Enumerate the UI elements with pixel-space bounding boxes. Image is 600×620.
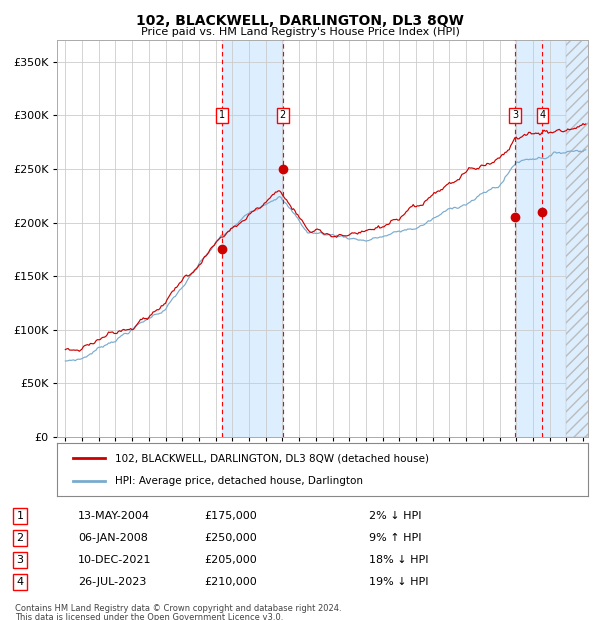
Text: Contains HM Land Registry data © Crown copyright and database right 2024.: Contains HM Land Registry data © Crown c… bbox=[15, 604, 341, 613]
Text: 102, BLACKWELL, DARLINGTON, DL3 8QW: 102, BLACKWELL, DARLINGTON, DL3 8QW bbox=[136, 14, 464, 28]
Text: 102, BLACKWELL, DARLINGTON, DL3 8QW (detached house): 102, BLACKWELL, DARLINGTON, DL3 8QW (det… bbox=[115, 453, 430, 463]
Text: £210,000: £210,000 bbox=[205, 577, 257, 587]
Text: £250,000: £250,000 bbox=[205, 533, 257, 543]
Text: 3: 3 bbox=[17, 555, 23, 565]
Text: 18% ↓ HPI: 18% ↓ HPI bbox=[369, 555, 428, 565]
Text: 26-JUL-2023: 26-JUL-2023 bbox=[78, 577, 146, 587]
Text: 9% ↑ HPI: 9% ↑ HPI bbox=[369, 533, 422, 543]
Text: 3: 3 bbox=[512, 110, 518, 120]
Text: This data is licensed under the Open Government Licence v3.0.: This data is licensed under the Open Gov… bbox=[15, 613, 283, 620]
Text: 4: 4 bbox=[539, 110, 545, 120]
Text: HPI: Average price, detached house, Darlington: HPI: Average price, detached house, Darl… bbox=[115, 476, 364, 486]
Text: 1: 1 bbox=[17, 511, 23, 521]
Text: 19% ↓ HPI: 19% ↓ HPI bbox=[369, 577, 428, 587]
Text: Price paid vs. HM Land Registry's House Price Index (HPI): Price paid vs. HM Land Registry's House … bbox=[140, 27, 460, 37]
Text: 2: 2 bbox=[280, 110, 286, 120]
Text: 2: 2 bbox=[17, 533, 23, 543]
Text: 10-DEC-2021: 10-DEC-2021 bbox=[78, 555, 152, 565]
Bar bbox=[515, 40, 592, 437]
Text: 2% ↓ HPI: 2% ↓ HPI bbox=[369, 511, 422, 521]
Text: 1: 1 bbox=[219, 110, 225, 120]
Bar bbox=[222, 40, 283, 437]
Text: £175,000: £175,000 bbox=[205, 511, 257, 521]
Text: 06-JAN-2008: 06-JAN-2008 bbox=[78, 533, 148, 543]
Text: 13-MAY-2004: 13-MAY-2004 bbox=[78, 511, 150, 521]
Text: 4: 4 bbox=[17, 577, 23, 587]
Text: £205,000: £205,000 bbox=[205, 555, 257, 565]
Bar bbox=[566, 40, 592, 437]
